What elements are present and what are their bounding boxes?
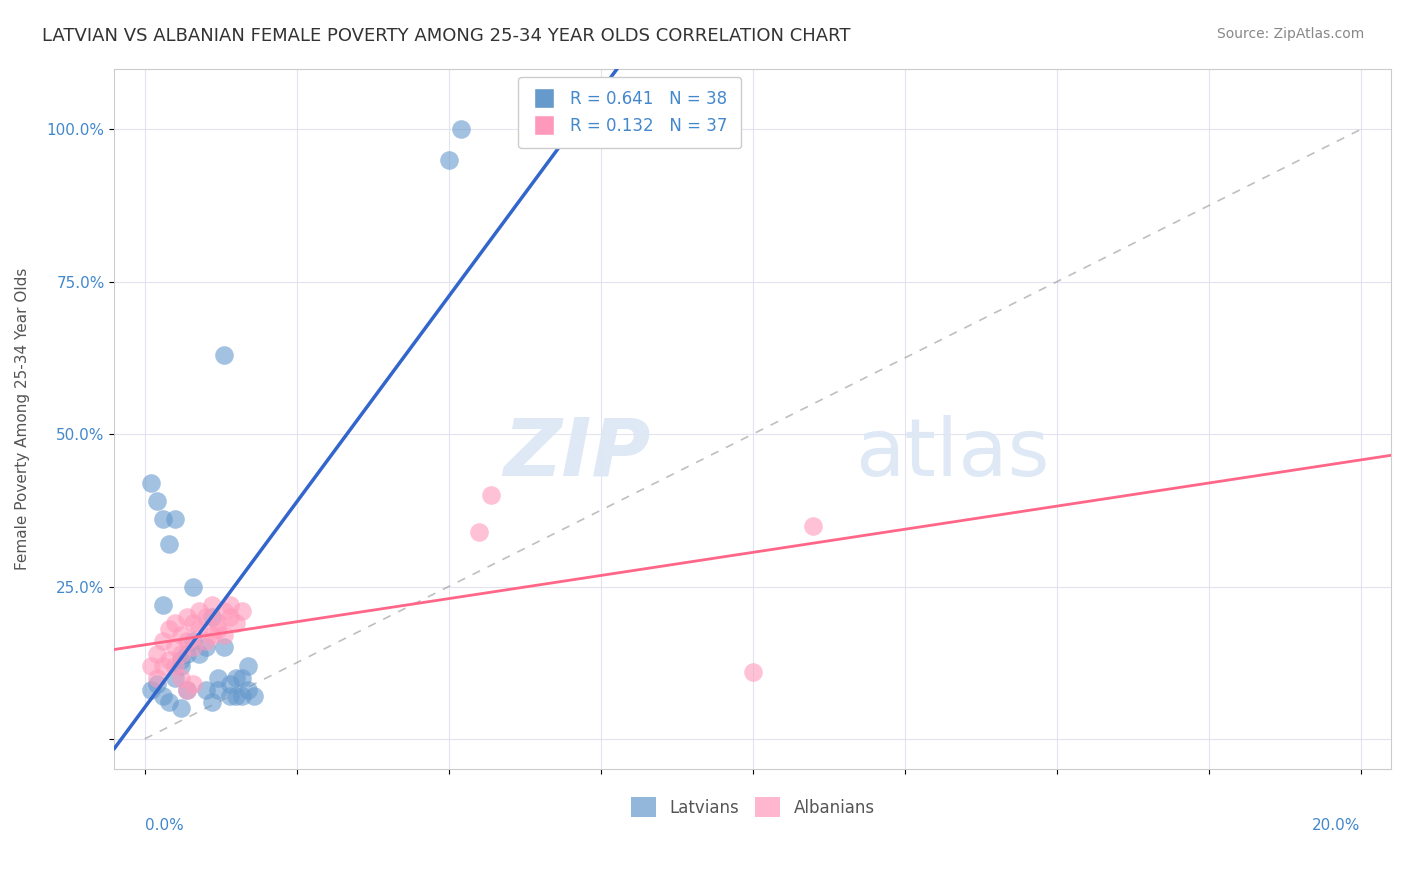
Point (139, 658, 162, 673)
Point (219, 677, 242, 691)
Text: 20.0%: 20.0% (1312, 818, 1361, 833)
Point (231, 671, 253, 685)
Point (468, 524, 491, 539)
Point (165, 658, 187, 673)
Point (165, 616, 187, 631)
Point (183, 634, 205, 648)
Point (194, 610, 217, 624)
Point (212, 628, 235, 642)
Point (157, 537, 180, 551)
Point (157, 622, 180, 636)
Point (176, 610, 198, 624)
Point (212, 604, 235, 618)
Point (170, 671, 193, 685)
Point (201, 695, 224, 709)
Point (165, 640, 187, 655)
Point (170, 628, 193, 642)
Point (212, 348, 235, 362)
Point (183, 677, 205, 691)
Point (207, 622, 229, 636)
Point (152, 512, 174, 526)
Point (170, 647, 193, 661)
Point (236, 683, 259, 698)
Point (146, 677, 169, 691)
Point (183, 580, 205, 594)
Point (479, 488, 502, 502)
Point (139, 683, 162, 698)
Point (207, 616, 229, 631)
Point (201, 628, 224, 642)
Point (170, 658, 193, 673)
Point (176, 647, 198, 661)
Point (165, 671, 187, 685)
Point (225, 689, 247, 703)
Point (243, 689, 266, 703)
Point (170, 701, 193, 715)
Point (231, 604, 253, 618)
Point (201, 610, 224, 624)
Point (146, 671, 169, 685)
Point (152, 634, 174, 648)
Legend: Latvians, Albanians: Latvians, Albanians (624, 790, 882, 824)
Point (207, 683, 229, 698)
Point (165, 512, 187, 526)
Point (236, 658, 259, 673)
Text: 0.0%: 0.0% (145, 818, 184, 833)
Point (450, 122, 472, 136)
Text: Source: ZipAtlas.com: Source: ZipAtlas.com (1216, 27, 1364, 41)
Point (201, 598, 224, 612)
Point (219, 610, 242, 624)
Point (152, 658, 174, 673)
Point (157, 695, 180, 709)
Point (225, 671, 247, 685)
Point (207, 671, 229, 685)
Point (176, 634, 198, 648)
Y-axis label: Female Poverty Among 25-34 Year Olds: Female Poverty Among 25-34 Year Olds (15, 268, 30, 570)
Point (803, 518, 825, 533)
Point (146, 494, 169, 508)
Text: LATVIAN VS ALBANIAN FEMALE POVERTY AMONG 25-34 YEAR OLDS CORRELATION CHART: LATVIAN VS ALBANIAN FEMALE POVERTY AMONG… (42, 27, 851, 45)
Point (183, 640, 205, 655)
Point (170, 652, 193, 666)
Point (219, 689, 242, 703)
Point (183, 616, 205, 631)
Point (212, 640, 235, 655)
Point (176, 683, 198, 698)
Point (146, 647, 169, 661)
Text: atlas: atlas (855, 415, 1049, 493)
Point (231, 689, 253, 703)
Point (194, 634, 217, 648)
Point (188, 604, 211, 618)
Point (194, 640, 217, 655)
Point (139, 475, 162, 490)
Point (157, 652, 180, 666)
Point (225, 616, 247, 631)
Point (437, 153, 460, 167)
Point (152, 598, 174, 612)
Text: ZIP: ZIP (503, 415, 651, 493)
Point (176, 683, 198, 698)
Point (219, 598, 242, 612)
Point (152, 689, 174, 703)
Point (194, 683, 217, 698)
Point (188, 647, 211, 661)
Point (741, 665, 763, 679)
Point (188, 622, 211, 636)
